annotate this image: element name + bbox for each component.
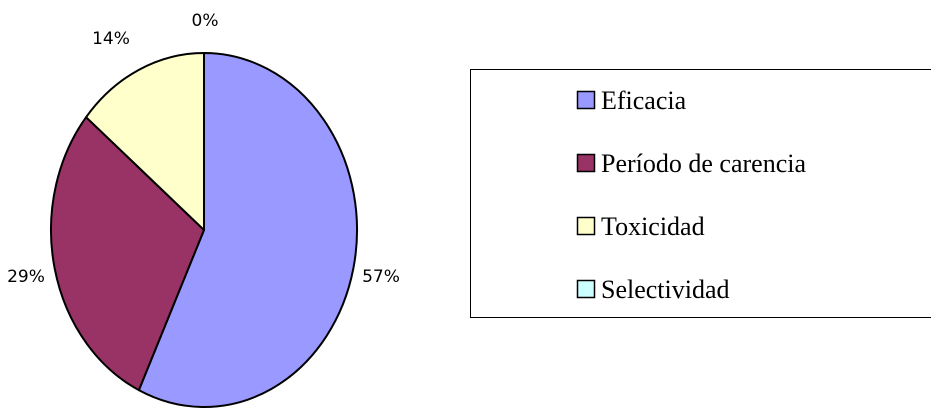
- pie-slices: [50, 52, 358, 408]
- pie-slice-eficacia: [137, 52, 358, 408]
- pie-slice-toxicidad: [85, 52, 205, 231]
- legend: Eficacia Período de carencia Toxicidad Sele…: [470, 69, 931, 318]
- legend-label-selectividad: Selectividad: [601, 275, 730, 304]
- legend-swatch-selectividad: [576, 279, 596, 299]
- pie-value-labels: 57% 29% 14% 0%: [7, 11, 400, 287]
- legend-swatch-eficacia: [576, 90, 596, 110]
- legend-swatch-periodo-de-carencia: [576, 153, 596, 173]
- value-label-toxicidad: 14%: [92, 29, 130, 49]
- legend-label-eficacia: Eficacia: [601, 86, 687, 115]
- pie-slice-periodo-de-carencia: [50, 116, 205, 392]
- legend-label-periodo-de-carencia: Período de carencia: [601, 149, 806, 178]
- legend-label-toxicidad: Toxicidad: [601, 212, 705, 241]
- value-label-eficacia: 57%: [362, 267, 400, 287]
- value-label-periodo-de-carencia: 29%: [7, 267, 45, 287]
- value-label-selectividad: 0%: [192, 11, 219, 31]
- legend-frame: [470, 69, 931, 318]
- legend-swatch-toxicidad: [576, 216, 596, 236]
